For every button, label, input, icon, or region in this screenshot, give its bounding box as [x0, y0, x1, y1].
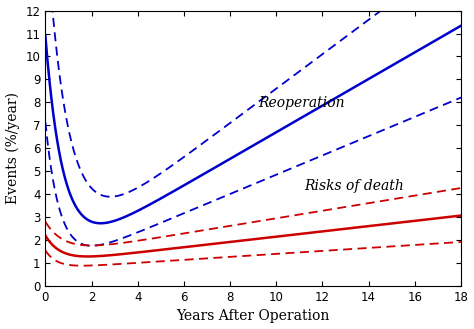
Y-axis label: Events (%/year): Events (%/year): [6, 92, 20, 204]
Text: Risks of death: Risks of death: [304, 179, 404, 192]
Text: Reoperation: Reoperation: [258, 96, 344, 110]
X-axis label: Years After Operation: Years After Operation: [176, 310, 330, 323]
